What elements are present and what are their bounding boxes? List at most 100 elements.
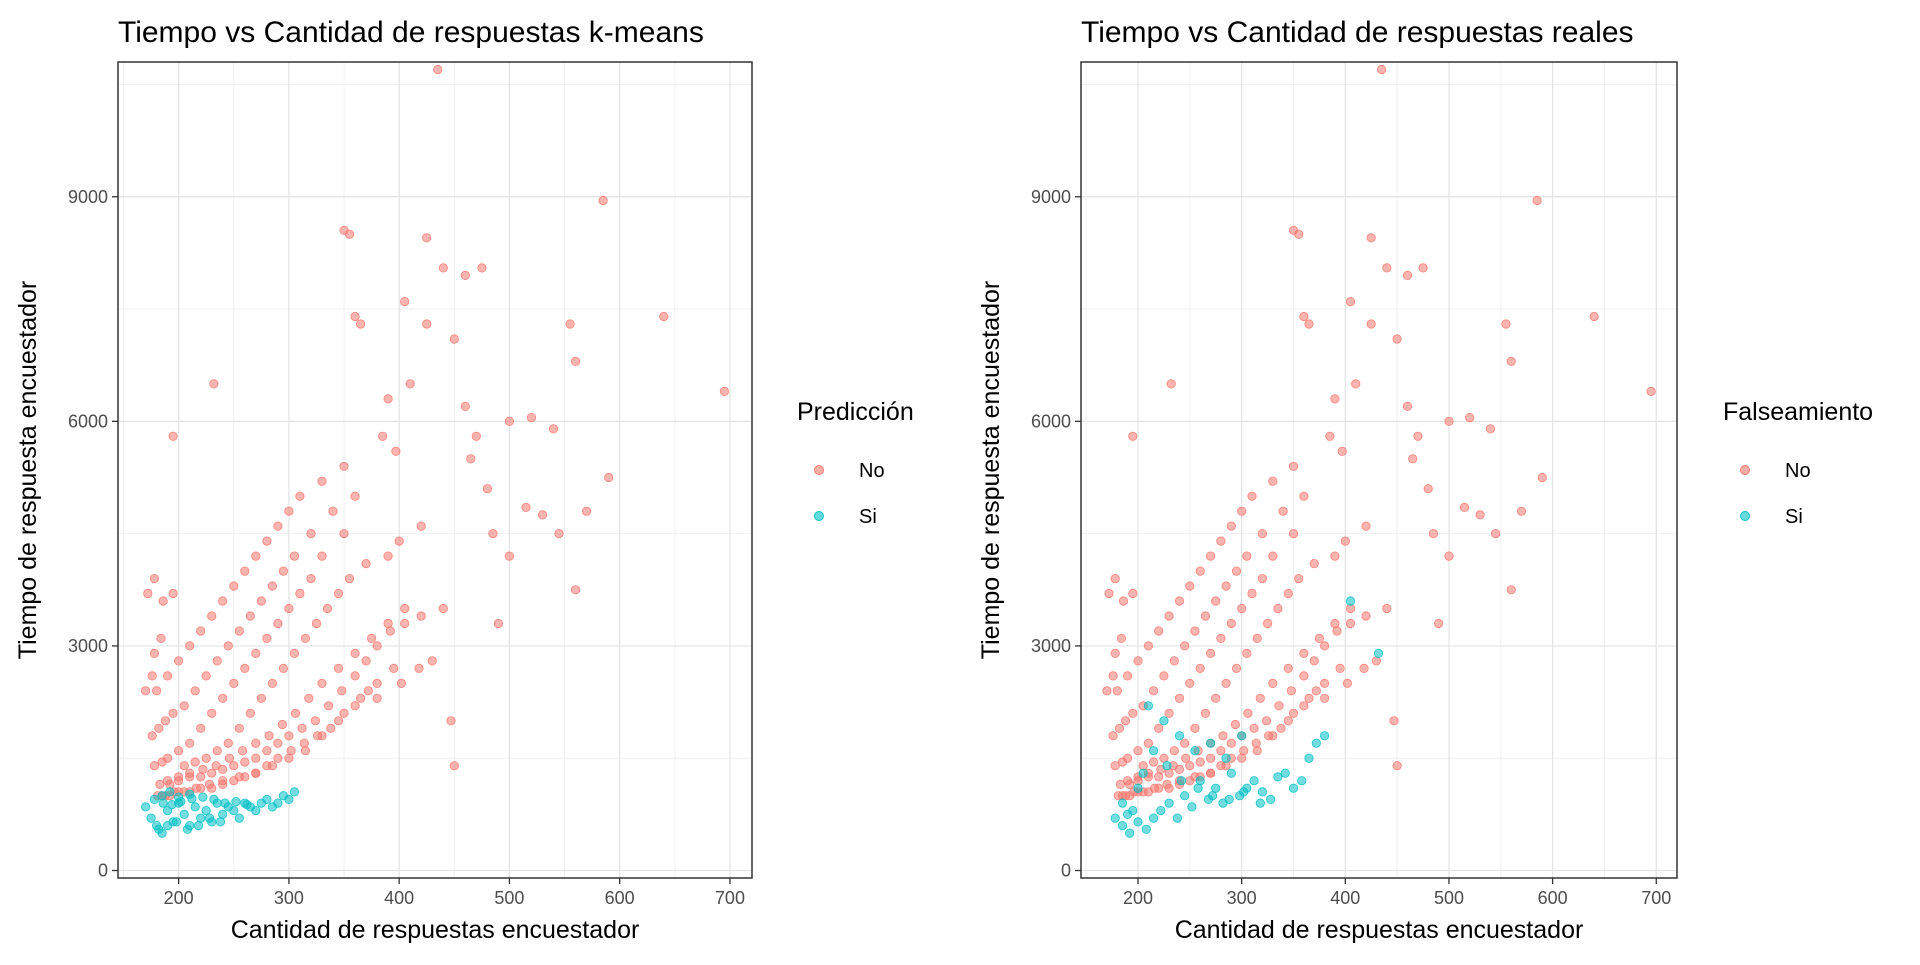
scatter-point (1267, 795, 1275, 803)
scatter-point (1284, 717, 1292, 725)
scatter-point (1250, 724, 1258, 732)
scatter-point (210, 795, 218, 803)
scatter-point (152, 687, 160, 695)
scatter-point (1134, 747, 1142, 755)
y-tick-label: 9000 (68, 187, 108, 207)
scatter-point (180, 702, 188, 710)
scatter-point (224, 739, 232, 747)
scatter-point (219, 597, 227, 605)
scatter-point (1227, 619, 1235, 627)
scatter-point (351, 702, 359, 710)
scatter-point (285, 604, 293, 612)
scatter-point (159, 597, 167, 605)
scatter-point (450, 335, 458, 343)
scatter-point (1263, 619, 1271, 627)
x-tick-label: 400 (1330, 888, 1360, 908)
scatter-point (1429, 529, 1437, 537)
scatter-point (340, 462, 348, 470)
scatter-point (1305, 694, 1313, 702)
scatter-point (1333, 627, 1341, 635)
scatter-point (216, 818, 224, 826)
scatter-point (1163, 780, 1171, 788)
scatter-point (1117, 634, 1125, 642)
scatter-point (397, 679, 405, 687)
scatter-point (1248, 492, 1256, 500)
scatter-point (1320, 694, 1328, 702)
scatter-point (1149, 814, 1157, 822)
x-tick-label: 500 (1434, 888, 1464, 908)
scatter-point (311, 717, 319, 725)
scatter-point (1289, 709, 1297, 717)
scatter-point (263, 795, 271, 803)
scatter-point (362, 657, 370, 665)
scatter-point (230, 582, 238, 590)
scatter-point (1295, 574, 1303, 582)
scatter-point (1414, 432, 1422, 440)
scatter-point (1326, 432, 1334, 440)
legend-label: Si (859, 506, 877, 528)
scatter-point (157, 634, 165, 642)
scatter-point (230, 806, 238, 814)
scatter-point (186, 739, 194, 747)
scatter-point (235, 627, 243, 635)
scatter-point (566, 320, 574, 328)
scatter-point (166, 788, 174, 796)
scatter-point (461, 402, 469, 410)
scatter-point (268, 762, 276, 770)
scatter-point (144, 589, 152, 597)
scatter-point (401, 604, 409, 612)
scatter-point (1298, 777, 1306, 785)
scatter-point (450, 762, 458, 770)
scatter-point (362, 559, 370, 567)
scatter-point (461, 271, 469, 279)
scatter-point (161, 717, 169, 725)
legend: FalseamientoNoSi (1723, 398, 1873, 528)
scatter-point (1227, 522, 1235, 530)
scatter-point (298, 724, 306, 732)
scatter-point (172, 818, 180, 826)
scatter-point (1144, 739, 1152, 747)
scatter-point (1502, 320, 1510, 328)
scatter-point (1590, 312, 1598, 320)
scatter-point (1217, 747, 1225, 755)
scatter-point (1149, 687, 1157, 695)
scatter-point (1253, 634, 1261, 642)
scatter-point (401, 297, 409, 305)
scatter-point (1486, 425, 1494, 433)
scatter-point (305, 694, 313, 702)
scatter-point (1149, 758, 1157, 766)
x-tick-label: 700 (715, 888, 745, 908)
scatter-point (150, 574, 158, 582)
scatter-point (191, 687, 199, 695)
scatter-point (274, 754, 282, 762)
scatter-point (1175, 694, 1183, 702)
chart-title: Tiempo vs Cantidad de respuestas reales (1081, 16, 1634, 49)
scatter-point (232, 797, 240, 805)
scatter-point (183, 825, 191, 833)
scatter-point (1165, 769, 1173, 777)
y-tick-label: 3000 (68, 636, 108, 656)
scatter-point (268, 582, 276, 590)
scatter-point (1320, 679, 1328, 687)
scatter-point (571, 357, 579, 365)
scatter-point (1315, 634, 1323, 642)
scatter-point (334, 664, 342, 672)
chart-title: Tiempo vs Cantidad de respuestas k-means (118, 16, 704, 49)
scatter-point (1116, 780, 1124, 788)
scatter-point (1196, 567, 1204, 575)
scatter-point (241, 758, 249, 766)
scatter-point (1383, 264, 1391, 272)
scatter-point (605, 473, 613, 481)
scatter-point (1134, 818, 1142, 826)
scatter-point (235, 773, 243, 781)
scatter-point (1274, 604, 1282, 612)
scatter-point (213, 747, 221, 755)
y-tick-label: 3000 (1031, 636, 1071, 656)
scatter-point (1258, 574, 1266, 582)
scatter-point (1111, 649, 1119, 657)
scatter-point (1118, 799, 1126, 807)
scatter-point (148, 732, 156, 740)
scatter-point (274, 739, 282, 747)
scatter-point (582, 507, 590, 515)
